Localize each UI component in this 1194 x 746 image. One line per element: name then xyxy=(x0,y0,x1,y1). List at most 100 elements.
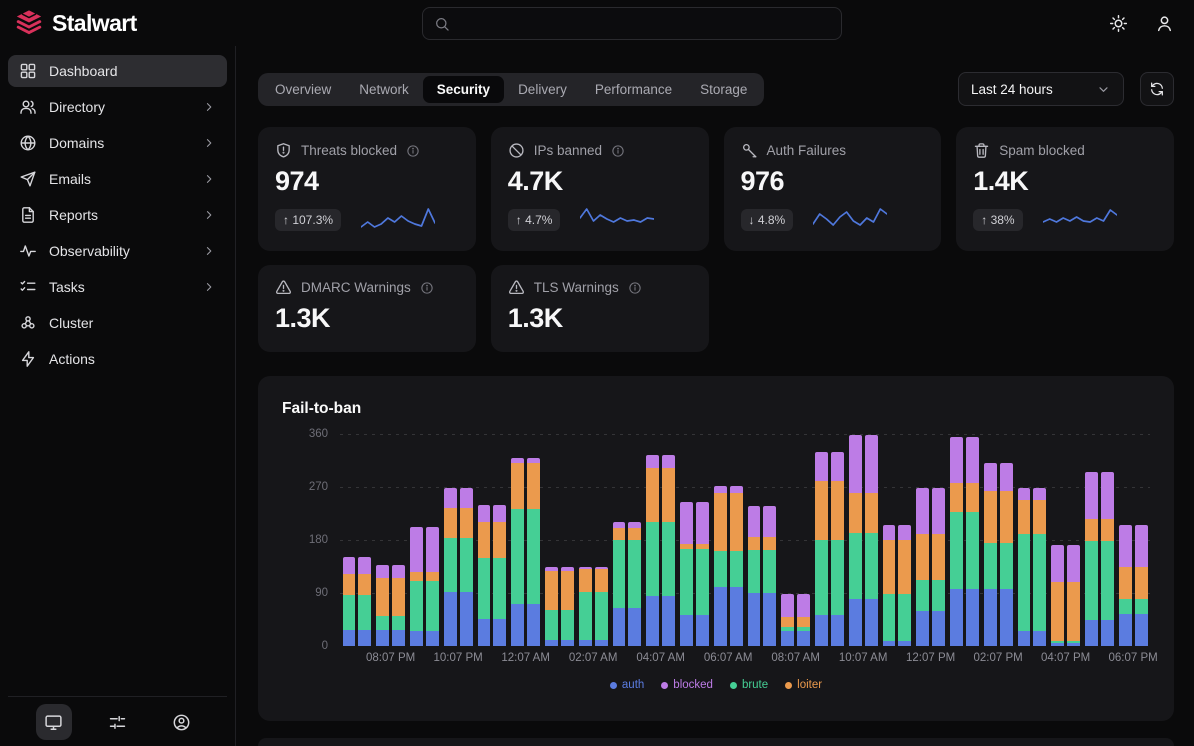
bar-segment-brute xyxy=(1017,534,1031,632)
bar-segment-auth xyxy=(612,607,626,646)
shield-alert-icon xyxy=(275,142,292,159)
send-icon xyxy=(19,170,37,188)
bar-segment-blocked xyxy=(1134,525,1148,567)
bar-segment-brute xyxy=(965,512,979,589)
y-tick-label: 360 xyxy=(308,428,328,440)
time-range-select[interactable]: Last 24 hours xyxy=(958,72,1124,106)
bar-segment-auth xyxy=(376,630,390,646)
sparkline xyxy=(813,208,888,226)
next-card-peek xyxy=(258,738,1174,746)
bar-segment-loiter xyxy=(459,508,473,538)
info-icon[interactable] xyxy=(406,144,420,158)
bar-segment-auth xyxy=(1067,643,1080,646)
alert-triangle-icon xyxy=(508,279,525,296)
dashboard-tabs: Overview Network Security Delivery Performan… xyxy=(258,72,765,106)
sidebar-item-observability[interactable]: Observability xyxy=(8,235,227,267)
bar-segment-blocked xyxy=(493,505,507,523)
zap-icon xyxy=(19,350,37,368)
delta-badge: ↓ 4.8% xyxy=(740,209,794,231)
tab-overview[interactable]: Overview xyxy=(261,76,345,103)
sidebar-item-label: Dashboard xyxy=(49,63,118,79)
legend-item-loiter[interactable]: loiter xyxy=(785,679,822,691)
bar-segment-auth xyxy=(1017,631,1031,646)
bar-segment-blocked xyxy=(1033,488,1047,500)
sliders-button[interactable] xyxy=(100,704,136,740)
stacked-bar xyxy=(527,458,540,646)
bar-group xyxy=(374,434,408,646)
legend-item-blocked[interactable]: blocked xyxy=(661,679,713,691)
bar-group xyxy=(610,434,644,646)
user-icon xyxy=(1155,14,1174,33)
bar-group xyxy=(846,434,880,646)
info-icon[interactable] xyxy=(420,281,434,295)
bar-segment-loiter xyxy=(493,522,507,559)
legend-item-brute[interactable]: brute xyxy=(729,679,768,691)
x-tick-label: 04:07 AM xyxy=(636,652,685,664)
chart-plot-area xyxy=(340,434,1150,646)
chevron-right-icon xyxy=(202,100,216,114)
info-icon[interactable] xyxy=(611,144,625,158)
stacked-bar xyxy=(830,451,844,646)
stacked-bar xyxy=(713,485,727,646)
bar-segment-loiter xyxy=(830,481,844,541)
sidebar-item-domains[interactable]: Domains xyxy=(8,127,227,159)
tab-storage[interactable]: Storage xyxy=(686,76,761,103)
bar-segment-blocked xyxy=(594,567,608,570)
bar-segment-loiter xyxy=(1100,519,1114,542)
bar-segment-auth xyxy=(1100,619,1114,646)
refresh-button[interactable] xyxy=(1140,72,1174,106)
bar-segment-brute xyxy=(545,609,558,641)
stacked-bar xyxy=(680,501,693,646)
bar-segment-auth xyxy=(729,587,743,646)
tab-delivery[interactable]: Delivery xyxy=(504,76,581,103)
account-button[interactable] xyxy=(1155,14,1174,33)
sidebar-item-tasks[interactable]: Tasks xyxy=(8,271,227,303)
monitor-button[interactable] xyxy=(35,704,72,740)
bar-segment-auth xyxy=(815,615,828,646)
tab-performance[interactable]: Performance xyxy=(581,76,686,103)
file-text-icon xyxy=(19,206,37,224)
stacked-bar xyxy=(882,525,896,646)
bar-group xyxy=(543,434,577,646)
theme-toggle-button[interactable] xyxy=(1109,14,1128,33)
x-tick-label: 06:07 PM xyxy=(1108,652,1158,664)
refresh-icon xyxy=(1149,81,1165,97)
gridline xyxy=(340,593,1150,594)
tab-security[interactable]: Security xyxy=(422,75,505,103)
sidebar-item-emails[interactable]: Emails xyxy=(8,163,227,195)
bar-group xyxy=(408,434,442,646)
search-input[interactable] xyxy=(459,16,830,31)
alert-triangle-icon xyxy=(275,279,292,296)
bar-segment-loiter xyxy=(916,534,930,581)
stacked-bar xyxy=(493,505,507,646)
stacked-bar xyxy=(628,522,642,646)
tab-network[interactable]: Network xyxy=(345,76,423,103)
brand-name: Stalwart xyxy=(52,9,137,36)
legend-item-auth[interactable]: auth xyxy=(609,679,644,691)
bar-segment-auth xyxy=(628,607,642,646)
brand[interactable]: Stalwart xyxy=(14,8,137,38)
sidebar-item-cluster[interactable]: Cluster xyxy=(8,307,227,339)
main-content: Overview Network Security Delivery Performan… xyxy=(236,46,1194,746)
bar-segment-brute xyxy=(680,548,693,616)
bar-segment-auth xyxy=(713,587,727,646)
bar-segment-blocked xyxy=(797,594,810,617)
sidebar-item-actions[interactable]: Actions xyxy=(8,343,227,375)
gridline xyxy=(340,487,1150,488)
bar-segment-loiter xyxy=(628,528,642,541)
sidebar-item-dashboard[interactable]: Dashboard xyxy=(8,55,227,87)
bar-segment-brute xyxy=(612,540,626,608)
bar-segment-brute xyxy=(1085,541,1098,620)
bar-segment-auth xyxy=(425,631,439,646)
bar-segment-blocked xyxy=(864,435,878,493)
account-circle-button[interactable] xyxy=(163,704,199,740)
bar-segment-brute xyxy=(578,591,592,641)
bar-segment-auth xyxy=(830,615,844,646)
bar-segment-brute xyxy=(358,594,372,631)
sidebar-item-directory[interactable]: Directory xyxy=(8,91,227,123)
search-bar[interactable] xyxy=(422,7,842,40)
stat-title: Auth Failures xyxy=(766,143,847,158)
sparkline xyxy=(580,208,655,223)
sidebar-item-reports[interactable]: Reports xyxy=(8,199,227,231)
info-icon[interactable] xyxy=(628,281,642,295)
